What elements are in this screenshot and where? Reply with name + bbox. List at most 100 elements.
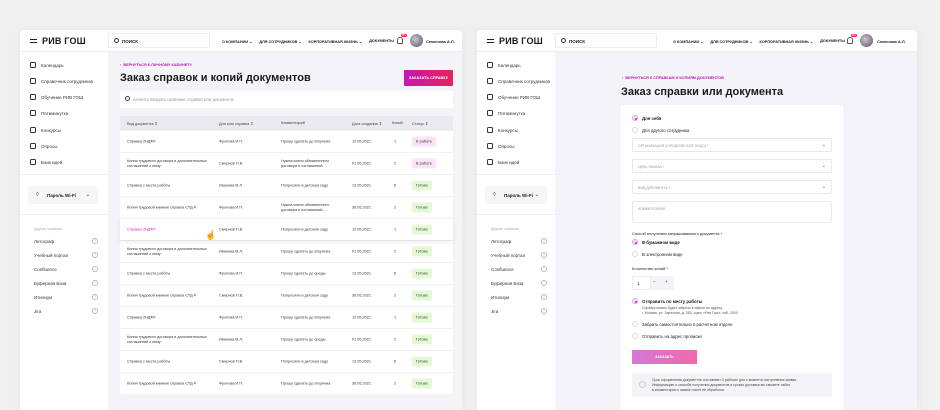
table-row[interactable]: Справка с места работы Смирнов П.В. Попрос… (120, 350, 453, 372)
help-icon[interactable]: ? (92, 252, 98, 258)
help-icon[interactable]: ? (92, 294, 98, 300)
nav-corporate[interactable]: КОРПОРАТИВНАЯ ЖИЗНЬ ⌄ (308, 40, 363, 44)
cell-doc-type: Справка 2НДФЛ (127, 227, 156, 231)
help-icon[interactable]: ? (541, 266, 547, 272)
help-icon[interactable]: ? (541, 308, 547, 314)
user-name[interactable]: Семенова А.Л. (426, 39, 455, 44)
radio-paper[interactable]: В бумажном виде (632, 239, 680, 245)
sidebar-item-five-minute[interactable]: Пятиминутка (487, 110, 525, 116)
nav-company[interactable]: О КОМПАНИИ ⌄ (673, 40, 704, 44)
sidebar-item-ideas[interactable]: Банк идей (487, 159, 519, 165)
nav-employees[interactable]: ДЛЯ СОТРУДНИКОВ ⌄ (259, 40, 302, 44)
sidebar-item-contests[interactable]: Конкурсы (487, 127, 518, 133)
radio-electronic[interactable]: В электронном виде (632, 251, 683, 257)
sidebar-item-calendar[interactable]: Календарь (487, 62, 521, 68)
service-buffer-base[interactable]: Буферная База? (34, 280, 98, 286)
help-icon[interactable]: ? (541, 280, 547, 286)
back-link[interactable]: ‹ Вернуться к справкам и копиям документ… (622, 76, 724, 80)
service-confluence[interactable]: Confluence? (491, 266, 547, 272)
submit-button[interactable]: ЗАКАЗАТЬ (632, 350, 697, 364)
help-icon[interactable]: ? (92, 308, 98, 314)
sidebar-item-directory[interactable]: Справочник сотрудников (487, 78, 550, 84)
logo[interactable]: РИВ ГОШ (42, 36, 86, 46)
menu-icon[interactable] (487, 39, 494, 43)
service-letograf[interactable]: Летограф? (491, 238, 547, 244)
user-name[interactable]: Семенова А.Л. (877, 39, 906, 44)
nav-employees[interactable]: ДЛЯ СОТРУДНИКОВ ⌄ (710, 40, 753, 44)
avatar[interactable] (860, 34, 873, 47)
help-icon[interactable]: ? (541, 238, 547, 244)
col-doc-type[interactable]: Вид документа ⇕ (127, 122, 158, 126)
organization-select[interactable]: ОРГАНИЗАЦИЯ (ЮРИДИЧЕСКОЕ ЛИЦО) * ⌄ (632, 138, 832, 152)
order-certificate-button[interactable]: ЗАКАЗАТЬ СПРАВКУ (404, 70, 453, 86)
sidebar-item-calendar[interactable]: Календарь (30, 62, 64, 68)
wifi-password-button[interactable]: ⌔ Пароль Wi-Fi ⌄ (485, 186, 547, 204)
table-row[interactable]: Справка 2НДФЛ Фролова И.П. Прошу сделать д… (120, 306, 453, 328)
doc-type-select[interactable]: ВИД ДОКУМЕНТА * ⌄ (632, 180, 832, 194)
status-badge: Готово (412, 202, 432, 212)
nav-corporate[interactable]: КОРПОРАТИВНАЯ ЖИЗНЬ ⌄ (759, 40, 814, 44)
service-letograf[interactable]: Летограф? (34, 238, 98, 244)
radio-for-other[interactable]: Для другого сотрудника (632, 127, 689, 133)
sidebar-item-education[interactable]: Обучение РИВ ГОШ (487, 94, 540, 100)
radio-for-self[interactable]: Для себя (632, 115, 661, 121)
help-icon[interactable]: ? (541, 252, 547, 258)
table-row[interactable]: Справка 2НДФЛ Смирнов П.В. Попросили в дет… (120, 218, 453, 240)
sidebar-item-polls[interactable]: Опросы (30, 143, 57, 149)
table-row[interactable]: Копия трудовой книжки/ справка СТД-Р Фрол… (120, 372, 453, 394)
avatar[interactable] (410, 34, 423, 47)
minus-button[interactable]: − (653, 279, 656, 284)
nav-documents[interactable]: ДОКУМЕНТЫ (820, 39, 845, 43)
radio-send-to-work[interactable]: Отправить по месту работы (632, 298, 702, 304)
table-row[interactable]: Справка с места работы Фролова И.П. Прошу … (120, 262, 453, 284)
search-input[interactable]: ПОИСК (108, 33, 210, 48)
sidebar-item-ideas[interactable]: Банк идей (30, 159, 62, 165)
service-confluence[interactable]: Confluence? (34, 266, 98, 272)
help-icon[interactable]: ? (92, 238, 98, 244)
copies-input[interactable]: 1 (632, 276, 651, 290)
wifi-password-button[interactable]: ⌔ Пароль Wi-Fi ⌄ (28, 186, 98, 204)
cell-doc-type: Копия трудового договора и дополнительны… (127, 158, 207, 168)
sidebar-item-contests[interactable]: Конкурсы (30, 127, 61, 133)
plus-button[interactable]: + (665, 279, 668, 284)
cell-comment: Прошу сделать до вторника (281, 139, 331, 143)
table-row[interactable]: Копия трудового договора и дополнительны… (120, 152, 453, 174)
service-jira[interactable]: Jira? (491, 308, 547, 314)
comment-textarea[interactable]: КОММЕНТАРИЙ (632, 201, 832, 223)
col-for-whom[interactable]: Для кого справка ⇕ (219, 122, 254, 126)
table-row[interactable]: Справка с места работы Иванова М.Л. Попрос… (120, 174, 453, 196)
help-icon[interactable]: ? (92, 280, 98, 286)
service-buffer-base[interactable]: Буферная База? (491, 280, 547, 286)
back-link[interactable]: ‹ Вернуться к личному кабинету (120, 63, 192, 67)
logo[interactable]: РИВ ГОШ (499, 36, 543, 46)
sidebar-item-polls[interactable]: Опросы (487, 143, 514, 149)
col-date[interactable]: Дата создания ⇕ (352, 122, 382, 126)
sidebar-item-directory[interactable]: Справочник сотрудников (30, 78, 93, 84)
search-input[interactable]: ПОИСК (555, 33, 657, 48)
bell-icon[interactable]: 99+ (397, 34, 408, 44)
service-learning-portal[interactable]: Учебный портал? (491, 252, 547, 258)
table-row[interactable]: Копия трудового договора и дополнительны… (120, 240, 453, 262)
col-status[interactable]: Статус ⇕ (412, 122, 429, 126)
nav-company[interactable]: О КОМПАНИИ ⌄ (222, 40, 253, 44)
table-row[interactable]: Копия трудового договора и дополнительны… (120, 328, 453, 350)
table-row[interactable]: Копия трудовой книжки/ справка СТД-Р Смир… (120, 284, 453, 306)
radio-send-home[interactable]: Отправить на адрес прописки (632, 333, 702, 339)
nav-documents[interactable]: ДОКУМЕНТЫ (369, 39, 394, 43)
other-services-heading: Другие сервисы (34, 227, 63, 231)
sidebar-item-five-minute[interactable]: Пятиминутка (30, 110, 68, 116)
sidebar-item-education[interactable]: Обучение РИВ ГОШ (30, 94, 83, 100)
bell-icon[interactable]: 99+ (847, 34, 858, 44)
service-itilium[interactable]: Итилиум? (491, 294, 547, 300)
table-row[interactable]: Копия трудовой книжки/ справка СТД-Р Фрол… (120, 196, 453, 218)
menu-icon[interactable] (30, 39, 37, 43)
service-jira[interactable]: Jira? (34, 308, 98, 314)
radio-pickup[interactable]: Забрать самостоятельно в расчетном отдел… (632, 321, 733, 327)
purpose-select[interactable]: ЦЕЛЬ ЗАКАЗА * ⌄ (632, 159, 832, 173)
help-icon[interactable]: ? (541, 294, 547, 300)
help-icon[interactable]: ? (92, 266, 98, 272)
service-learning-portal[interactable]: Учебный портал? (34, 252, 98, 258)
table-row[interactable]: Справка 2НДФЛ Фролова И.П. Прошу сделать д… (120, 130, 453, 152)
service-itilium[interactable]: Итилиум? (34, 294, 98, 300)
document-search-input[interactable]: начните вводить название справки или док… (120, 91, 453, 108)
